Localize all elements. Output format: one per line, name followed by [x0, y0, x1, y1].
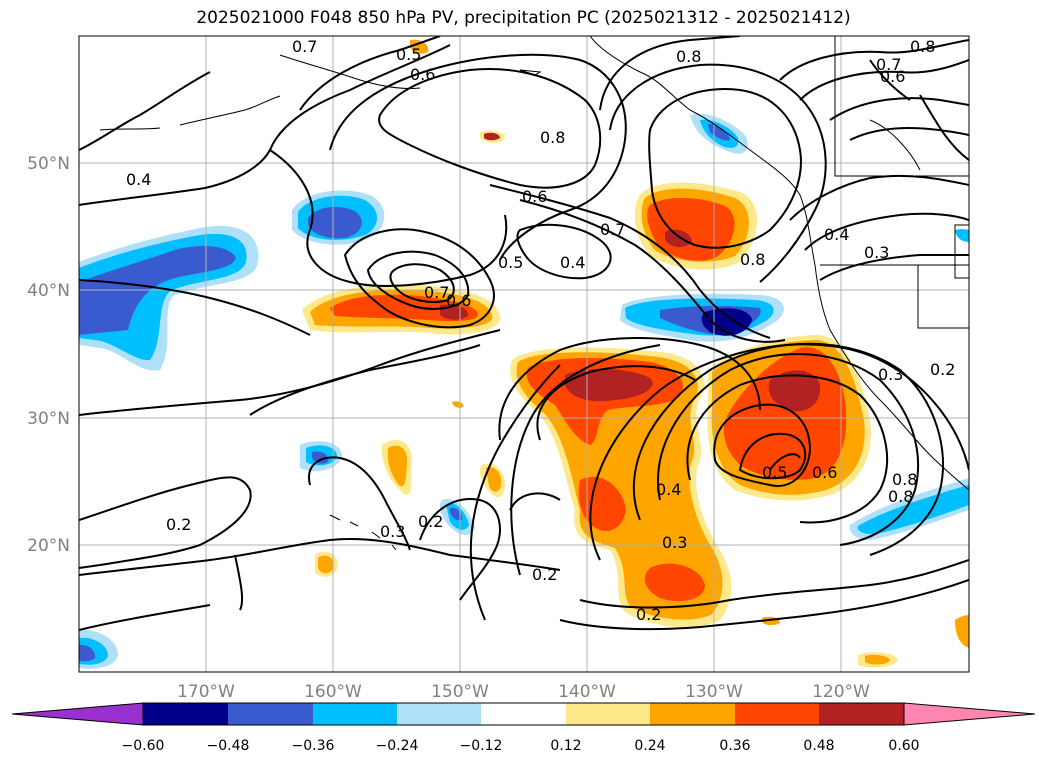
lon-label: 160°W	[304, 682, 362, 702]
contour-labels: 0.7 0.5 0.6 0.8 0.4 0.8 0.6 0.7 0.4 0.5 …	[126, 37, 955, 624]
lat-label: 20°N	[27, 536, 70, 556]
contour-label: 0.7	[424, 283, 449, 302]
contour-label: 0.4	[824, 225, 849, 244]
contour-label: 0.4	[656, 480, 681, 499]
longitude-labels: 170°W 160°W 150°W 140°W 130°W 120°W	[177, 682, 870, 702]
lon-label: 140°W	[558, 682, 616, 702]
contour-label: 0.6	[446, 291, 471, 310]
map-panel: 0.7 0.5 0.6 0.8 0.4 0.8 0.6 0.7 0.4 0.5 …	[79, 36, 969, 672]
contour-label: 0.2	[418, 512, 443, 531]
colorbar-under	[11, 702, 144, 726]
colorbar-tick: −0.36	[292, 738, 335, 754]
lon-label: 170°W	[177, 682, 235, 702]
colorbar-tick: 0.24	[634, 738, 665, 754]
contour-label: 0.2	[532, 565, 557, 584]
lat-label: 50°N	[27, 154, 70, 174]
contour-label: 0.6	[522, 187, 547, 206]
contour-label: 0.6	[410, 65, 435, 84]
latitude-labels: 50°N 40°N 30°N 20°N	[27, 154, 70, 556]
graticule	[79, 36, 969, 672]
colorbar-segment	[143, 703, 228, 725]
colorbar-tick: 0.48	[803, 738, 834, 754]
colorbar-segment	[481, 703, 566, 725]
colorbar-segment	[650, 703, 735, 725]
map-frame	[78, 35, 970, 673]
colorbar-tick: 0.60	[888, 738, 919, 754]
contour-label: 0.5	[762, 463, 787, 482]
contour-label: 0.3	[878, 365, 903, 384]
lat-label: 30°N	[27, 409, 70, 429]
coastlines	[99, 36, 969, 551]
contour-label: 0.8	[540, 128, 565, 147]
colorbar-over	[903, 702, 1036, 726]
colorbar-tick: 0.36	[719, 738, 750, 754]
contour-label: 0.3	[380, 522, 405, 541]
contour-label: 0.7	[600, 220, 625, 239]
lat-label: 40°N	[27, 281, 70, 301]
contour-label: 0.3	[662, 533, 687, 552]
contour-label: 0.8	[888, 487, 913, 506]
colorbar-segment	[397, 703, 481, 725]
contour-label: 0.2	[166, 515, 191, 534]
map-title: 2025021000 F048 850 hPa PV, precipitatio…	[196, 8, 851, 28]
contour-label: 0.5	[498, 253, 523, 272]
lon-label: 130°W	[685, 682, 743, 702]
contour-label: 0.8	[910, 37, 935, 56]
contour-label: 0.8	[892, 470, 917, 489]
contour-label: 0.2	[930, 360, 955, 379]
lon-label: 150°W	[431, 682, 489, 702]
colorbar-segment	[819, 703, 904, 725]
contour-label: 0.4	[126, 170, 151, 189]
colorbar-tick: −0.24	[376, 738, 419, 754]
contour-label: 0.8	[740, 250, 765, 269]
colorbar-segment	[566, 703, 650, 725]
contour-label: 0.6	[812, 463, 837, 482]
pv-contours	[79, 36, 969, 631]
contour-label: 0.7	[876, 55, 901, 74]
lon-label: 120°W	[812, 682, 870, 702]
colorbar: −0.60 −0.48 −0.36 −0.24 −0.12 0.12 0.24 …	[11, 702, 1036, 754]
colorbar-tick: −0.48	[207, 738, 250, 754]
colorbar-tick: 0.12	[550, 738, 581, 754]
contour-label: 0.2	[636, 605, 661, 624]
colorbar-tick: −0.12	[460, 738, 503, 754]
contour-label: 0.7	[292, 37, 317, 56]
contour-label: 0.8	[676, 47, 701, 66]
colorbar-segment	[228, 703, 313, 725]
colorbar-tick: −0.60	[122, 738, 165, 754]
colorbar-segment	[313, 703, 397, 725]
colorbar-segment	[735, 703, 819, 725]
contour-label: 0.5	[396, 45, 421, 64]
contour-label: 0.4	[560, 253, 585, 272]
contour-label: 0.3	[864, 243, 889, 262]
contour-label: 0.6	[880, 67, 905, 86]
